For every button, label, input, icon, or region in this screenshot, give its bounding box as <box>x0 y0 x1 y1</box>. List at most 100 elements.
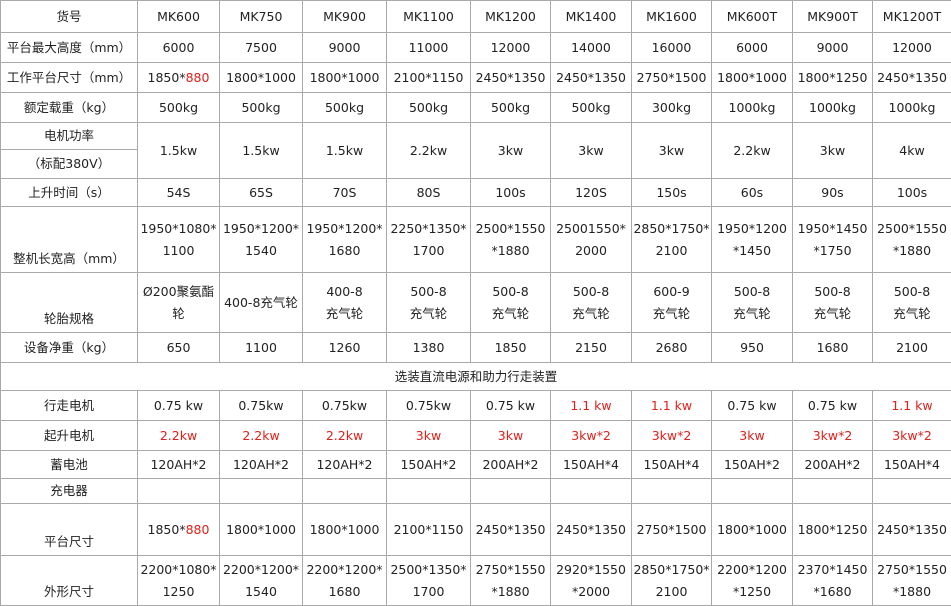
cell-line: 2100 <box>632 240 711 262</box>
value-cell: 1800*1000 <box>712 63 793 93</box>
value-cell: 2750*1550*1880 <box>873 556 951 606</box>
value-cell: 500kg <box>551 93 632 123</box>
cell-line: 400-8充气轮 <box>220 292 302 314</box>
value-cell <box>138 479 220 504</box>
cell-text: 3kw <box>659 143 684 158</box>
value-cell: 3kw <box>793 123 873 179</box>
value-cell: 2150 <box>551 333 632 363</box>
cell-line: 2850*1750* <box>632 218 711 240</box>
value-cell: 2750*1500 <box>632 504 712 556</box>
cell-text: 2.2kw <box>733 143 770 158</box>
value-cell: 2450*1350 <box>471 504 551 556</box>
cell-text: 2450*1350 <box>877 70 947 85</box>
cell-text: 90s <box>821 185 843 200</box>
cell-text: 1000kg <box>809 100 856 115</box>
cell-line: *2000 <box>551 581 631 603</box>
cell-text: 3kw <box>820 143 845 158</box>
value-cell: 1000kg <box>873 93 951 123</box>
cell-line: 轮 <box>138 303 219 325</box>
value-cell: 6000 <box>712 33 793 63</box>
cell-line: 充气轮 <box>471 303 550 325</box>
cell-text: 3kw <box>498 143 523 158</box>
model-cell: MK600 <box>138 1 220 33</box>
cell-text: 500kg <box>325 100 364 115</box>
value-cell: 3kw <box>551 123 632 179</box>
value-cell: 500kg <box>387 93 471 123</box>
value-cell: 3kw <box>471 123 551 179</box>
value-cell: 1800*1000 <box>303 504 387 556</box>
value-cell <box>793 479 873 504</box>
model-cell: MK1100 <box>387 1 471 33</box>
value-cell: 12000 <box>471 33 551 63</box>
value-cell: 2250*1350*1700 <box>387 207 471 273</box>
cell-line: 1250 <box>138 581 219 603</box>
value-cell: 9000 <box>793 33 873 63</box>
cell-text: 3kw*2 <box>571 428 611 443</box>
cell-text: 150s <box>656 185 686 200</box>
cell-text: 1800*1000 <box>226 70 296 85</box>
value-cell: 1.5kw <box>303 123 387 179</box>
cell-line: 400-8 <box>303 281 386 303</box>
value-cell: 2.2kw <box>220 421 303 451</box>
cell-text: 2450*1350 <box>476 70 546 85</box>
cell-text: 1.1 kw <box>570 398 611 413</box>
cell-text: 0.75kw <box>406 398 451 413</box>
value-cell: 1800*1250 <box>793 504 873 556</box>
cell-text: 80S <box>417 185 441 200</box>
cell-text: 950 <box>740 340 764 355</box>
cell-text: 3kw*2 <box>652 428 692 443</box>
value-cell: 1850*880 <box>138 504 220 556</box>
value-cell: 2200*1080*1250 <box>138 556 220 606</box>
model-cell: MK1200 <box>471 1 551 33</box>
value-cell: 7500 <box>220 33 303 63</box>
value-cell: 1850 <box>471 333 551 363</box>
value-cell: 14000 <box>551 33 632 63</box>
value-cell: 1950*1200*1680 <box>303 207 387 273</box>
value-cell: 2750*1550*1880 <box>471 556 551 606</box>
model-cell: MK900 <box>303 1 387 33</box>
value-cell: 1800*1250 <box>793 63 873 93</box>
value-cell: 500kg <box>220 93 303 123</box>
cell-line: 充气轮 <box>551 303 631 325</box>
value-cell: 4kw <box>873 123 951 179</box>
cell-text: 120S <box>575 185 607 200</box>
cell-text: 1800*1250 <box>798 70 868 85</box>
value-cell: 2.2kw <box>387 123 471 179</box>
cell-text: 0.75 kw <box>808 398 857 413</box>
cell-text: 3kw <box>498 428 523 443</box>
value-cell: 2370*1450*1680 <box>793 556 873 606</box>
value-cell: 120AH*2 <box>138 451 220 479</box>
cell-text: 1.5kw <box>326 143 363 158</box>
cell-line: 充气轮 <box>303 303 386 325</box>
section-cell: 选装直流电源和助力行走装置 <box>1 363 951 391</box>
cell-text: 2450*1350 <box>877 522 947 537</box>
cell-line: 充气轮 <box>387 303 470 325</box>
cell-line: 1950*1200* <box>303 218 386 240</box>
cell-text: 2.2kw <box>410 143 447 158</box>
cell-line: 1540 <box>220 581 302 603</box>
value-cell: 1950*1200*1540 <box>220 207 303 273</box>
value-cell: 3kw <box>632 123 712 179</box>
cell-line: 1700 <box>387 240 470 262</box>
model-cell: MK900T <box>793 1 873 33</box>
row-label: 蓄电池 <box>1 451 138 479</box>
value-cell: 150AH*4 <box>632 451 712 479</box>
cell-text: 1800*1000 <box>310 70 380 85</box>
row-label: 外形尺寸 <box>1 556 138 606</box>
cell-line: 2200*1200 <box>712 559 792 581</box>
value-cell <box>220 479 303 504</box>
cell-line: 500-8 <box>551 281 631 303</box>
value-cell: 2200*1200*1540 <box>220 556 303 606</box>
value-cell: 120AH*2 <box>220 451 303 479</box>
cell-text: 1380 <box>413 340 445 355</box>
value-cell: 0.75kw <box>303 391 387 421</box>
cell-text: 500kg <box>571 100 610 115</box>
cell-text: 2750*1500 <box>637 70 707 85</box>
cell-text: 2450*1350 <box>556 522 626 537</box>
row-label: 整机长宽高（mm） <box>1 207 138 273</box>
